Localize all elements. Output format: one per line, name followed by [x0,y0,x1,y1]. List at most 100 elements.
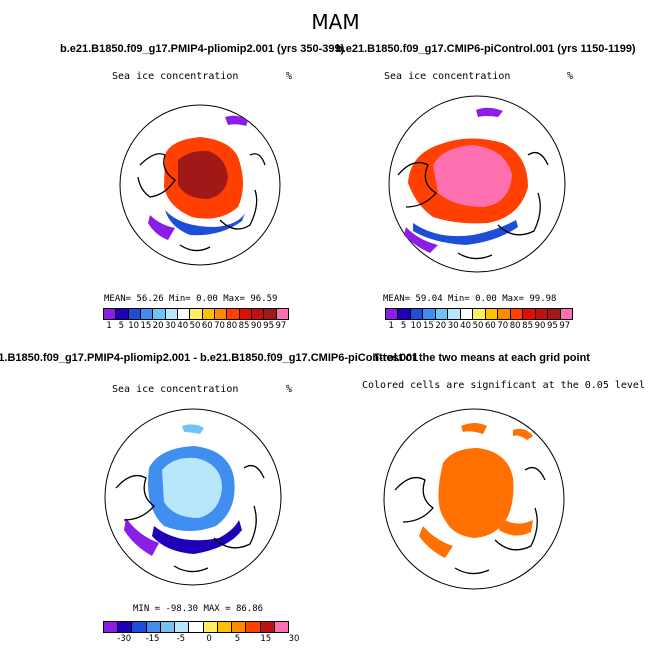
polar-map-bottom-left [104,408,282,586]
colorbar-swatch [559,309,573,319]
colorbar-swatch [422,309,435,319]
polar-map-top-right [388,95,566,273]
mean-value: 59.04 [415,294,443,304]
colorbar-swatch [189,309,202,319]
colorbar-tick-label: 10 [410,321,422,331]
max-label: MAX = [203,604,231,614]
colorbar-tick-label: 20 [152,321,164,331]
colorbar-swatch [509,309,523,319]
colorbar-tick-label: 10 [128,321,140,331]
colorbar-swatch [176,309,190,319]
colorbar-tick-label: 97 [275,321,287,331]
max-label: Max= [502,294,524,304]
max-label: Max= [223,294,245,304]
colorbar-tick-label: -5 [176,634,186,644]
colorbar-ticks-top-left: 1 5 10 15 20 30 40 50 60 70 80 85 90 95 97 [103,321,287,333]
colorbar-swatch [216,622,232,632]
colorbar-tick-label: 30 [447,321,459,331]
colorbar-tick-label: 5 [234,634,241,644]
colorbar-swatch [472,309,485,319]
colorbar-swatch [131,622,146,632]
sea-ice-fringe [413,220,518,245]
max-value: 99.98 [529,294,557,304]
units-label-bottom-left: % [286,384,293,395]
season-title: MAM [311,10,360,34]
coastline [115,464,265,573]
panel-title-top-left: b.e21.B1850.f09_g17.PMIP4-pliomip2.001 (… [60,43,345,55]
colorbar-swatch [174,622,189,632]
min-value: 0.00 [196,294,218,304]
colorbar-swatch [459,309,473,319]
sea-ice-core [178,150,228,199]
sea-ice-fringe-2 [148,215,175,240]
colorbar-swatch [159,622,175,632]
significance-note: Colored cells are significant at the 0.0… [362,380,645,391]
max-value: 86.86 [235,604,264,614]
min-value: 0.00 [475,294,497,304]
colorbar-swatch [547,309,560,319]
colorbar-tick-label: 80 [226,321,238,331]
colorbar-tick-label: 5 [118,321,125,331]
mean-label: MEAN= [104,294,132,304]
colorbar-tick-label: 70 [214,321,225,331]
colorbar-ticks-top-right: 1 5 10 15 20 30 40 50 60 70 80 85 90 95 97 [385,321,571,333]
colorbar-tick-label: 30 [165,321,176,331]
colorbar-swatch [164,309,177,319]
colorbar-tick-label: 50 [472,321,484,331]
colorbar-tick-label: 40 [460,321,472,331]
min-value: -98.30 [165,604,199,614]
colorbar-swatch [104,622,118,632]
colorbar-tick-label: 95 [546,321,558,331]
colorbar-swatch [139,309,153,319]
coastline [394,466,546,575]
colorbar-tick-label: 0 [206,634,212,644]
colorbar-tick-label: -15 [145,634,160,644]
significant-cells-4 [461,423,533,440]
colorbar-swatch [534,309,548,319]
panel-title-top-right: b.e21.B1850.f09_g17.CMIP6-piControl.001 … [336,43,636,55]
colorbar-swatch [273,622,289,632]
colorbar-swatch [522,309,535,319]
colorbar-top-left [103,308,289,320]
colorbar-swatch [201,309,214,319]
colorbar-top-right [385,308,573,320]
diff-edge-2 [124,518,159,556]
colorbar-tick-label: 1 [388,321,394,331]
min-label: MIN = [133,604,161,614]
diff-edge-3 [182,424,204,434]
colorbar-swatch [202,622,217,632]
colorbar-tick-label: 60 [201,321,213,331]
colorbar-tick-label: 85 [238,321,250,331]
variable-label-top-right: Sea ice concentration [384,71,511,82]
colorbar-tick-label: 90 [250,321,262,331]
stats-top-right: MEAN= 59.04 Min= 0.00 Max= 99.98 [383,294,556,304]
units-label-top-right: % [567,71,574,82]
significant-cells [438,448,514,538]
colorbar-tick-label: 20 [435,321,447,331]
colorbar-swatch [238,309,251,319]
colorbar-tick-label: 97 [559,321,571,331]
sea-ice-fringe-2 [404,227,438,253]
colorbar-tick-label: 70 [497,321,509,331]
polar-map-top-left [119,104,281,266]
colorbar-tick-label: 40 [177,321,189,331]
colorbar-tick-label: 90 [534,321,546,331]
stats-bottom-left: MIN = -98.30 MAX = 86.86 [133,604,263,614]
mean-label: MEAN= [383,294,411,304]
max-value: 96.59 [250,294,278,304]
colorbar-tick-label: 5 [400,321,407,331]
colorbar-tick-label: 1 [106,321,112,331]
coastline [397,151,549,260]
panel-title-bottom-right: T-test of the two means at each grid poi… [373,352,590,364]
colorbar-swatch [397,309,410,319]
mean-value: 56.26 [136,294,164,304]
colorbar-swatch [250,309,264,319]
min-label: Min= [169,294,191,304]
colorbar-swatch [115,309,128,319]
coastline [137,153,266,252]
colorbar-swatch [434,309,448,319]
colorbar-swatch [127,309,140,319]
colorbar-bottom-left [103,621,289,633]
colorbar-tick-label: 30 [288,634,300,644]
panel-title-bottom-left: r1.B1850.f09_g17.PMIP4-pliomip2.001 - b.… [0,352,419,364]
